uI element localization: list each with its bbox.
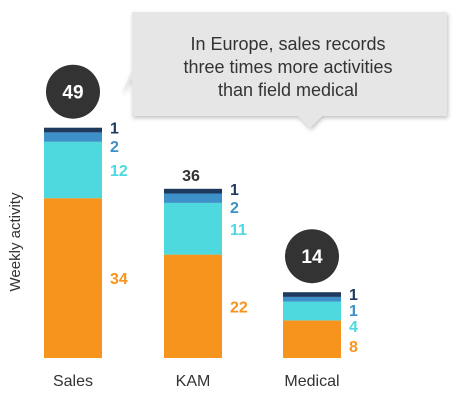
callout-box	[122, 12, 447, 128]
value-label-medical-3: 1	[349, 303, 358, 320]
bar-medical-segment-2	[283, 301, 341, 321]
bar-sales-segment-2	[44, 141, 102, 199]
bars-layer	[44, 127, 341, 358]
value-label-medical-2: 4	[349, 319, 358, 336]
bar-medical-segment-1	[283, 320, 341, 358]
totals-layer: 49 36 14	[46, 64, 339, 284]
callout-line-3: than field medical	[218, 80, 358, 100]
total-label-medical: 14	[301, 247, 323, 268]
total-badge-sales	[46, 64, 100, 119]
value-label-kam-4: 1	[230, 182, 239, 199]
bar-sales-segment-4	[44, 127, 102, 133]
bar-sales-segment-1	[44, 198, 102, 358]
value-label-sales-4: 1	[110, 121, 119, 138]
bar-medical-segment-4	[283, 292, 341, 297]
value-label-sales-3: 2	[110, 139, 119, 156]
callout-line-2: three times more activities	[183, 57, 392, 77]
value-label-kam-2: 11	[230, 222, 247, 239]
bar-sales-segment-3	[44, 132, 102, 142]
value-label-medical-4: 1	[349, 287, 358, 304]
total-label-sales: 49	[62, 83, 83, 104]
value-label-kam-1: 22	[230, 299, 248, 316]
value-label-sales-1: 34	[110, 271, 128, 288]
bar-kam-segment-4	[164, 188, 222, 194]
value-label-medical-1: 8	[349, 339, 358, 356]
category-label-medical: Medical	[284, 373, 339, 390]
bar-medical-segment-3	[283, 296, 341, 302]
total-badge-medical	[285, 229, 339, 284]
y-axis-title: Weekly activity	[7, 192, 24, 291]
bar-kam-segment-3	[164, 193, 222, 203]
value-label-sales-2: 12	[110, 163, 128, 180]
bar-kam-segment-2	[164, 202, 222, 255]
bar-kam-segment-1	[164, 254, 222, 358]
value-label-kam-3: 2	[230, 200, 239, 217]
callout-annotation: In Europe, sales records three times mor…	[122, 12, 447, 128]
callout-line-1: In Europe, sales records	[190, 34, 385, 54]
category-label-kam: KAM	[176, 373, 211, 390]
total-label-kam: 36	[182, 168, 200, 185]
category-label-sales: Sales	[53, 373, 93, 390]
category-labels-layer: Sales KAM Medical	[53, 373, 340, 390]
